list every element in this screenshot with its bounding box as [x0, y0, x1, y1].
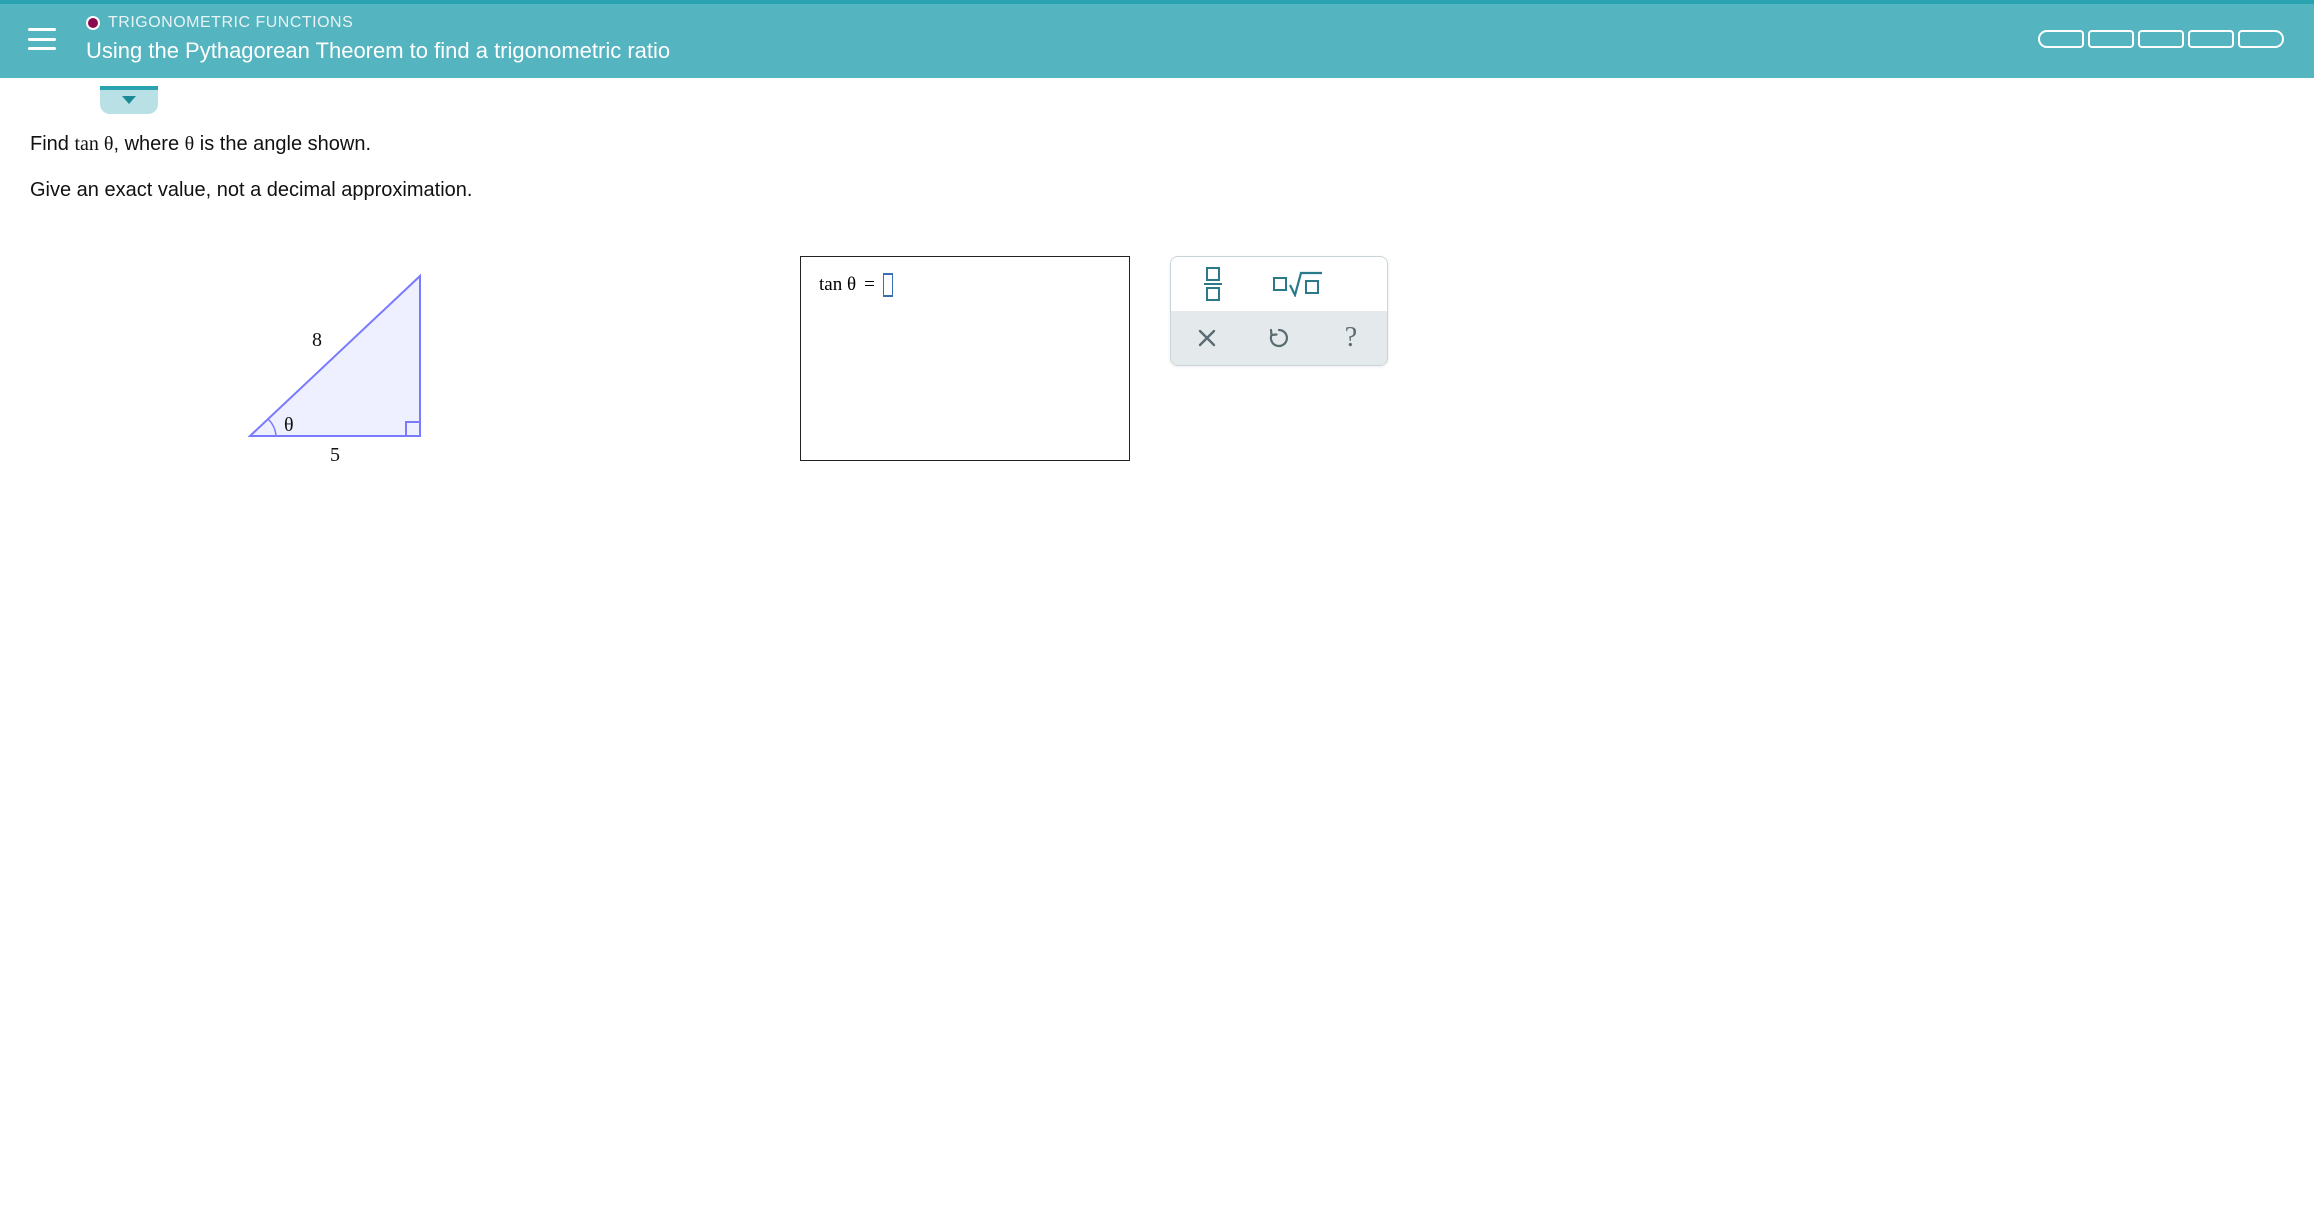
- progress-segment: [2238, 30, 2284, 48]
- fraction-button[interactable]: [1171, 257, 1254, 311]
- sqrt-button[interactable]: [1254, 257, 1337, 311]
- palette-row-actions: ?: [1171, 311, 1387, 365]
- fraction-icon: [1204, 267, 1222, 301]
- progress-indicator: [2038, 30, 2284, 48]
- progress-segment: [2138, 30, 2184, 48]
- header: TRIGONOMETRIC FUNCTIONS Using the Pythag…: [0, 4, 2314, 78]
- triangle-figure: θ 8 5: [230, 256, 490, 476]
- help-button[interactable]: ?: [1315, 311, 1387, 365]
- palette-row-templates: [1171, 257, 1387, 311]
- header-titles: TRIGONOMETRIC FUNCTIONS Using the Pythag…: [86, 14, 2038, 64]
- equals-sign: =: [864, 274, 875, 296]
- undo-icon: [1268, 327, 1290, 349]
- base-label: 5: [330, 444, 340, 466]
- angle-theta-label: θ: [284, 414, 294, 436]
- math-expr: tan θ: [74, 133, 113, 155]
- palette-spacer: [1337, 257, 1387, 311]
- progress-segment: [2188, 30, 2234, 48]
- answer-lhs: tan θ: [819, 274, 856, 296]
- tool-palette: ?: [1170, 256, 1388, 366]
- sqrt-icon: [1273, 271, 1319, 297]
- answer-input-cursor[interactable]: [883, 273, 893, 297]
- question-line-1: Find tan θ, where θ is the angle shown.: [30, 128, 2284, 160]
- progress-segment: [2088, 30, 2134, 48]
- close-icon: [1197, 328, 1217, 348]
- category-row: TRIGONOMETRIC FUNCTIONS: [86, 14, 2038, 32]
- theta-symbol: θ: [185, 133, 195, 155]
- answer-expression: tan θ =: [819, 273, 1111, 297]
- hypotenuse-label: 8: [312, 329, 322, 351]
- answer-box[interactable]: tan θ =: [800, 256, 1130, 461]
- menu-button[interactable]: [28, 28, 56, 50]
- work-row: θ 8 5 tan θ =: [30, 256, 2284, 476]
- question-mark-icon: ?: [1345, 322, 1357, 354]
- question-line-2: Give an exact value, not a decimal appro…: [30, 174, 2284, 206]
- reset-button[interactable]: [1243, 311, 1315, 365]
- content-area: Find tan θ, where θ is the angle shown. …: [0, 78, 2314, 506]
- triangle-svg: θ 8 5: [230, 256, 490, 476]
- text: , where: [113, 133, 184, 155]
- text: is the angle shown.: [194, 133, 371, 155]
- topic-title: Using the Pythagorean Theorem to find a …: [86, 38, 2038, 64]
- clear-button[interactable]: [1171, 311, 1243, 365]
- category-label: TRIGONOMETRIC FUNCTIONS: [108, 14, 353, 32]
- category-dot-icon: [86, 16, 100, 30]
- progress-segment: [2038, 30, 2084, 48]
- text: Find: [30, 133, 74, 155]
- triangle-shape: [250, 276, 420, 436]
